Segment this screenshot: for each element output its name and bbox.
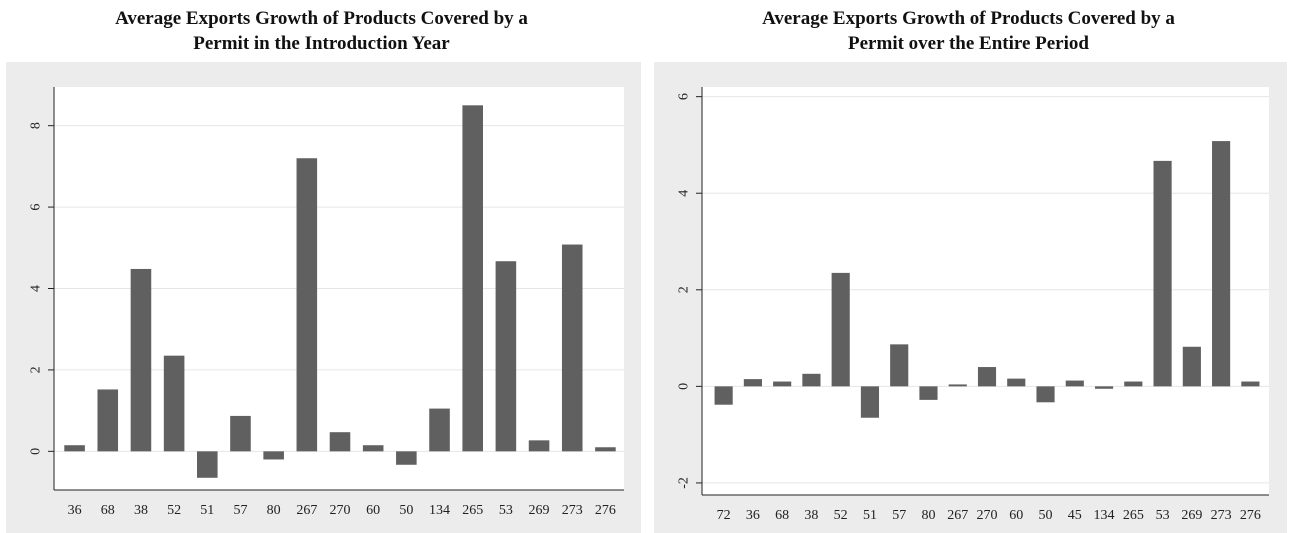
x-tick-label: 68 (775, 508, 789, 523)
bar (977, 367, 997, 387)
x-tick-label: 80 (921, 508, 935, 523)
y-tick-label: 4 (29, 285, 44, 292)
bar (743, 379, 762, 387)
chart-panel-introduction-year: Average Exports Growth of Products Cover… (0, 0, 643, 533)
x-tick-label: 60 (366, 503, 380, 518)
bar (263, 451, 284, 460)
x-tick-label: 134 (1094, 508, 1115, 523)
x-tick-label: 45 (1068, 508, 1082, 523)
y-tick-label: -2 (677, 477, 692, 489)
bar (1182, 346, 1201, 387)
chart-title: Average Exports Growth of Products Cover… (115, 8, 528, 54)
x-tick-label: 276 (595, 503, 616, 518)
x-tick-label: 36 (68, 503, 82, 518)
bar (296, 158, 318, 452)
x-tick-label: 80 (267, 503, 281, 518)
y-tick-label: 8 (29, 122, 44, 129)
bar (831, 272, 850, 387)
bar (714, 386, 733, 405)
chart-title: Average Exports Growth of Products Cover… (762, 8, 1175, 54)
chart-panel-entire-period: Average Exports Growth of Products Cover… (648, 0, 1289, 533)
bar (130, 268, 152, 452)
y-tick-label: 2 (29, 366, 44, 373)
y-tick-label: 0 (677, 383, 692, 390)
x-tick-label: 68 (101, 503, 115, 518)
x-tick-label: 270 (330, 503, 351, 518)
y-tick-label: 6 (29, 204, 44, 211)
bar (802, 373, 821, 387)
x-tick-label: 276 (1240, 508, 1261, 523)
x-tick-label: 52 (834, 508, 848, 523)
x-tick-label: 60 (1009, 508, 1023, 523)
x-tick-label: 36 (746, 508, 760, 523)
x-tick-label: 273 (562, 503, 583, 518)
bar (595, 447, 616, 452)
x-tick-label: 270 (977, 508, 998, 523)
bar (561, 244, 583, 452)
bar (1007, 378, 1026, 387)
y-tick-label: 0 (29, 448, 44, 455)
x-tick-label: 53 (499, 503, 513, 518)
bar (230, 415, 251, 452)
bar (1094, 386, 1114, 389)
bar (64, 445, 85, 452)
x-tick-label: 53 (1156, 508, 1170, 523)
x-tick-label: 38 (804, 508, 818, 523)
bar (163, 355, 185, 452)
x-tick-label: 269 (1181, 508, 1202, 523)
plot-area (702, 87, 1269, 495)
y-tick-label: 6 (677, 93, 692, 100)
chart-frame: -2 0 2 4 6 72 36 68 38 52 51 57 80 267 270 60 50 45 134 265… (654, 62, 1287, 533)
x-tick-label: 50 (1039, 508, 1053, 523)
x-tick-label: 273 (1211, 508, 1232, 523)
x-tick-label: 57 (233, 503, 247, 518)
bar (329, 432, 351, 452)
x-tick-label: 52 (167, 503, 181, 518)
x-tick-label: 51 (863, 508, 877, 523)
bar (773, 381, 792, 387)
bar (919, 386, 938, 400)
x-tick-label: 57 (892, 508, 906, 523)
x-tick-label: 134 (429, 503, 450, 518)
x-tick-label: 267 (947, 508, 968, 523)
x-tick-label: 265 (1123, 508, 1144, 523)
bar (362, 445, 384, 452)
bar (948, 384, 967, 387)
x-tick-label: 269 (529, 503, 550, 518)
bar (1241, 381, 1260, 387)
x-tick-label: 51 (200, 503, 214, 518)
x-tick-label: 265 (462, 503, 483, 518)
bar (1065, 380, 1084, 387)
bar (495, 261, 517, 452)
chart-frame: 0 2 4 6 8 36 68 38 52 51 57 80 267 270 60 50 134 265 53 269… (6, 62, 641, 533)
bar (860, 386, 880, 418)
bar (1124, 381, 1143, 387)
y-tick-label: 2 (677, 286, 692, 293)
bar (1212, 141, 1231, 387)
y-tick-label: 4 (677, 190, 692, 197)
x-tick-label: 72 (717, 508, 731, 523)
bar (890, 344, 909, 387)
bar (528, 440, 550, 452)
bar (429, 408, 450, 452)
x-tick-label: 38 (134, 503, 148, 518)
bar (462, 105, 483, 452)
bar (97, 389, 119, 452)
bar (197, 451, 218, 478)
x-tick-label: 267 (296, 503, 317, 518)
bar (396, 451, 417, 465)
x-tick-label: 50 (399, 503, 413, 518)
bar (1153, 160, 1172, 387)
bar (1036, 386, 1055, 403)
bar-chart-entire-period: -2 0 2 4 6 72 36 68 38 52 51 57 80 267 270 60 50 45 134 265… (677, 87, 1269, 523)
